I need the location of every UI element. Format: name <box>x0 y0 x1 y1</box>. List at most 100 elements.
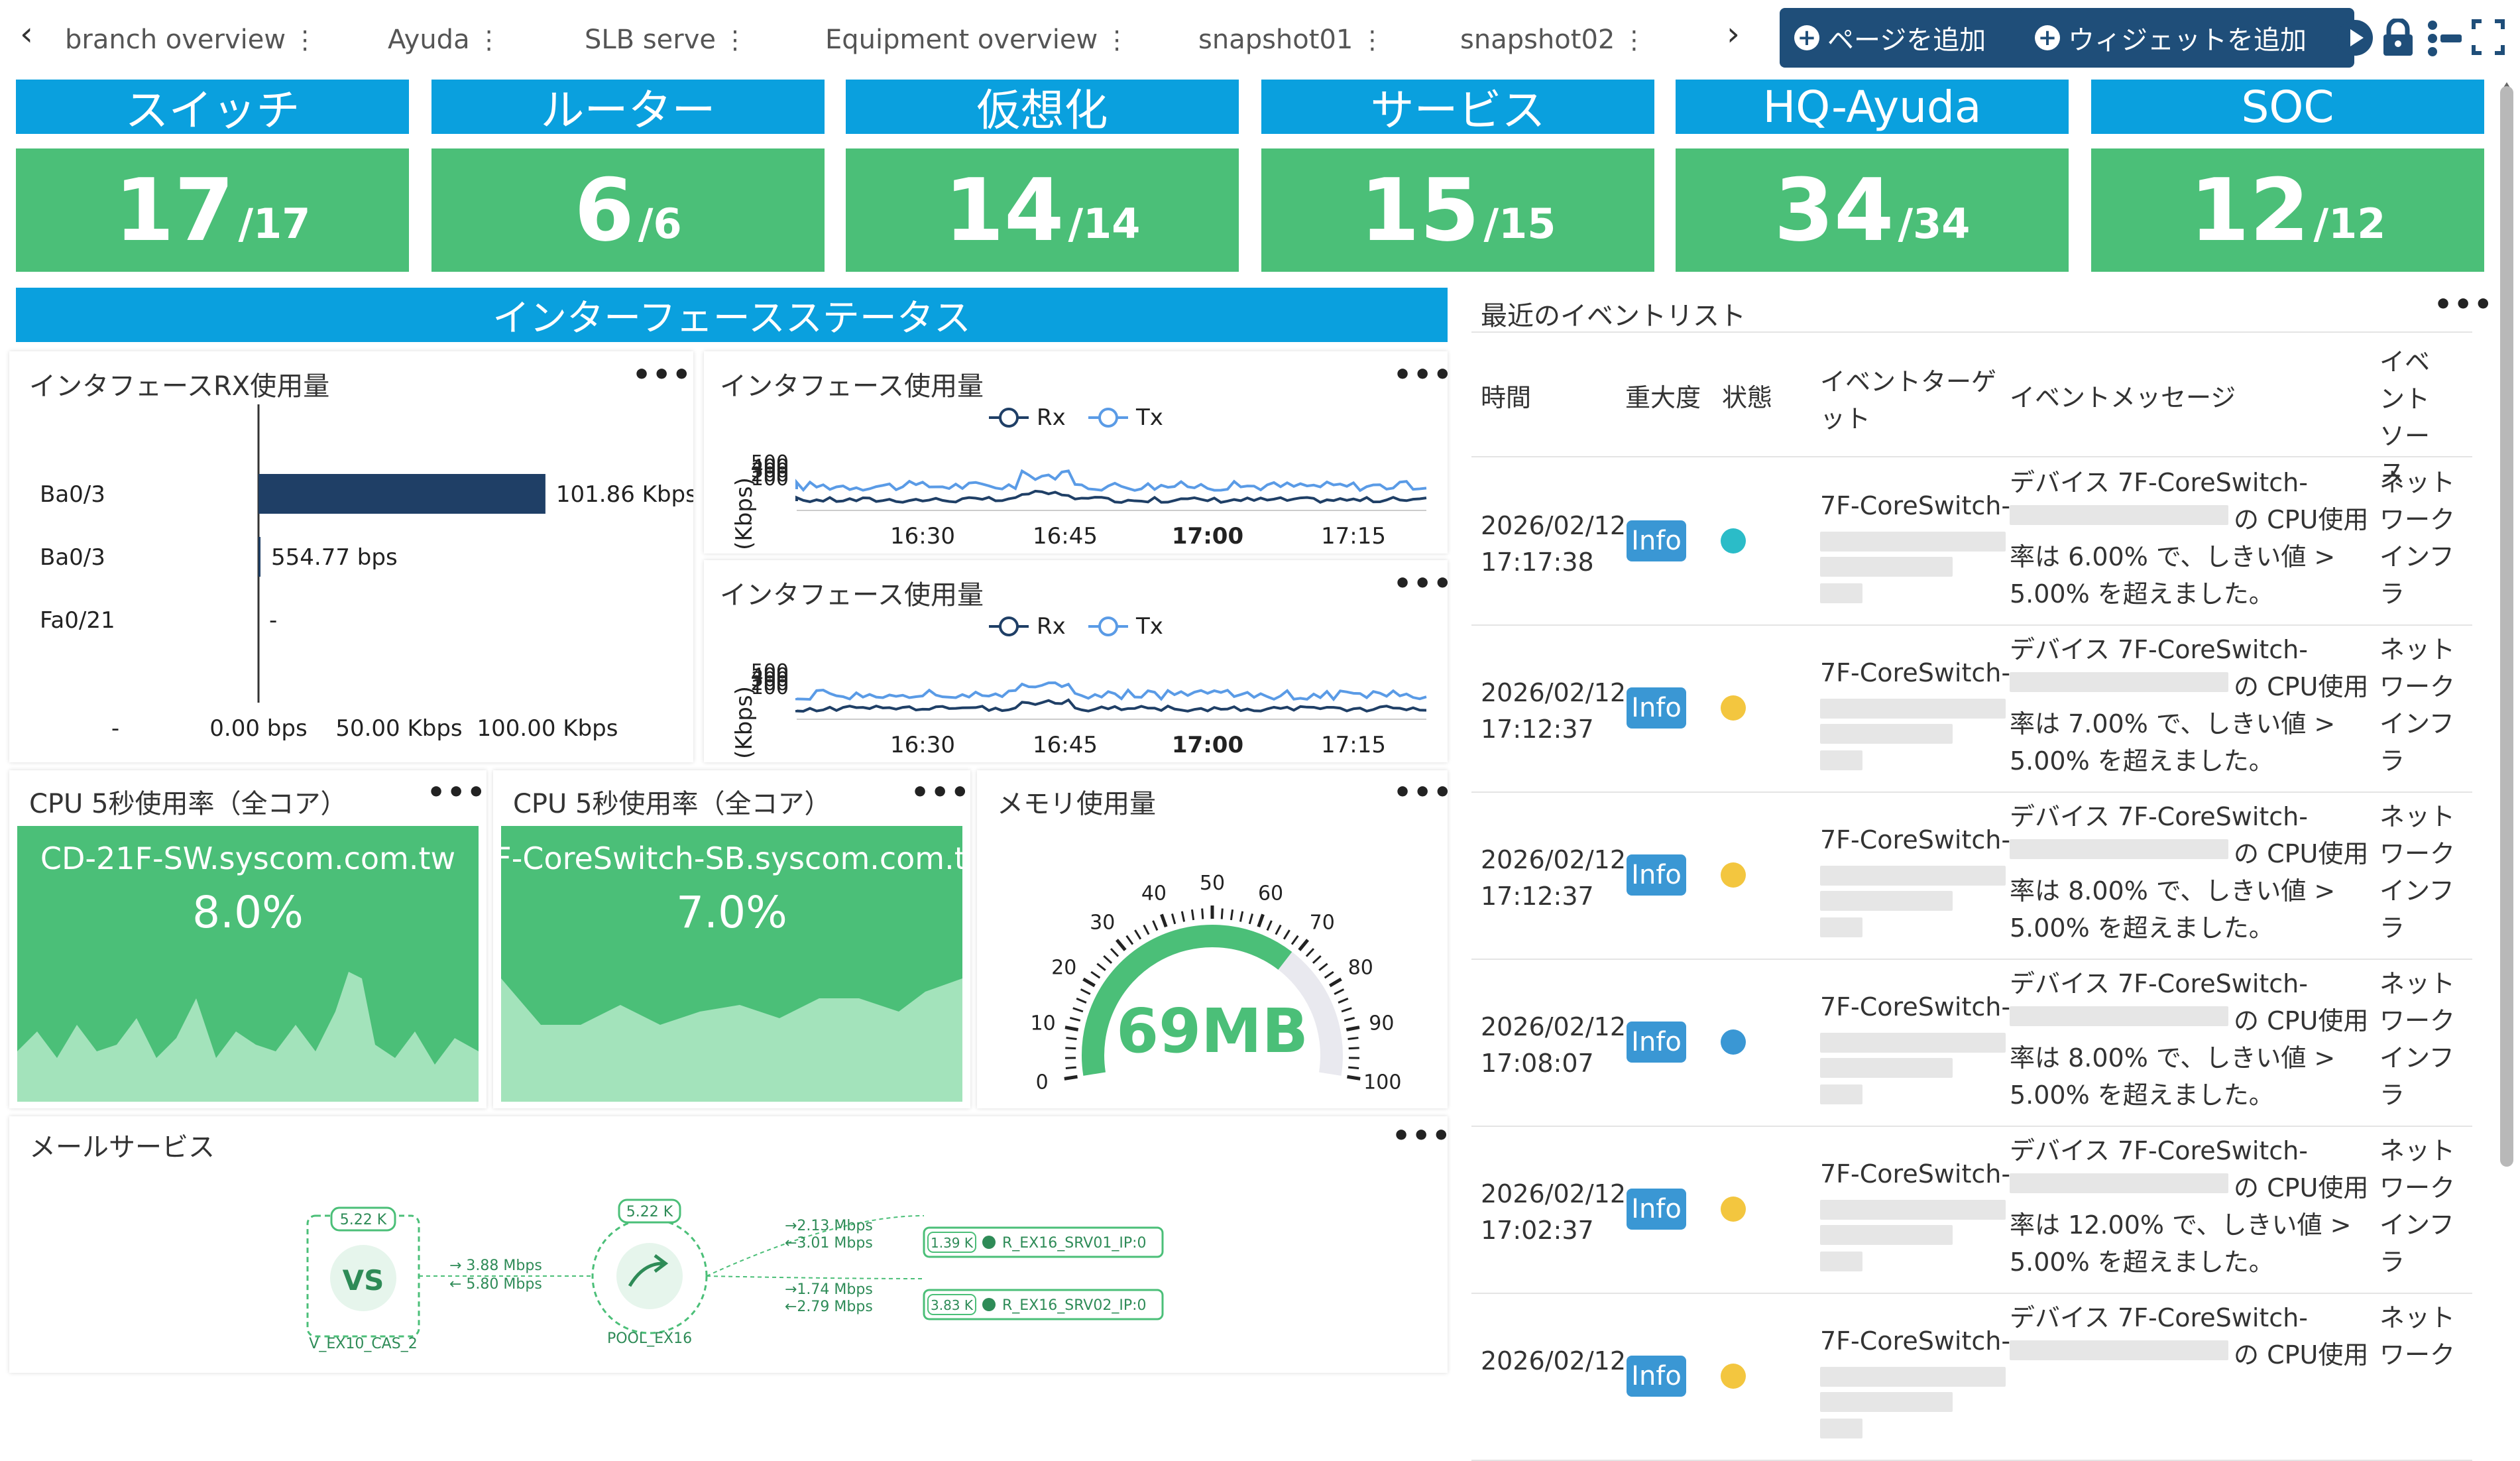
vs-icon: VS <box>343 1264 384 1297</box>
cpu-tile-2[interactable]: 7F-CoreSwitch-SB.syscom.com.tw 7.0% <box>501 826 962 1102</box>
state-indicator-icon <box>1721 1364 1746 1389</box>
kpi-value-tile[interactable]: 34/34 <box>1676 148 2069 272</box>
legend-marker[interactable] <box>1100 618 1117 635</box>
redacted-text <box>1820 1200 2006 1220</box>
redacted-text <box>1820 557 1953 577</box>
event-date: 2026/02/12 <box>1481 1008 1626 1045</box>
tab-snapshot01[interactable]: snapshot01⋮ <box>1198 20 1385 60</box>
kpi-value-tile[interactable]: 14/14 <box>846 148 1239 272</box>
add-widget-button[interactable]: +ウィジェットを追加 <box>2020 8 2354 68</box>
category-label: Fa0/21 <box>40 607 115 634</box>
cpu-tile-1[interactable]: CD-21F-SW.syscom.com.tw 8.0% <box>17 826 479 1102</box>
tx-series-line[interactable] <box>797 471 1426 491</box>
event-date: 2026/02/12 <box>1481 507 1626 544</box>
add-page-button[interactable]: +ページを追加 <box>1780 8 2034 68</box>
more-options-icon[interactable]: ••• <box>427 776 487 809</box>
pool-name: POOL_EX16 <box>607 1330 692 1347</box>
kpi-value-tile[interactable]: 17/17 <box>16 148 409 272</box>
kpi-value-tile[interactable]: 12/12 <box>2091 148 2484 272</box>
layout-icon[interactable] <box>2426 19 2464 57</box>
more-options-icon[interactable]: ••• <box>2434 288 2493 321</box>
tab-menu-icon[interactable]: ⋮ <box>722 25 748 54</box>
tabs-prev-icon[interactable]: ‹ <box>20 15 33 53</box>
legend-marker[interactable] <box>1100 409 1117 426</box>
tab-menu-icon[interactable]: ⋮ <box>1104 25 1129 54</box>
scrollbar-thumb[interactable] <box>2500 86 2513 1167</box>
kpi-value-tile[interactable]: 15/15 <box>1261 148 1654 272</box>
tab-ayuda[interactable]: Ayuda⋮ <box>388 20 502 60</box>
event-target: 7F-CoreSwitch- <box>1820 487 2010 524</box>
event-message-line: 5.00% を超えました。 <box>2010 909 2274 947</box>
pool-srv2-link <box>707 1276 924 1279</box>
more-options-icon[interactable]: ••• <box>632 358 692 392</box>
tabs-next-icon[interactable]: › <box>1727 15 1740 53</box>
gauge-tick <box>1319 964 1328 970</box>
cpu-panel-1: CPU 5秒使用率（全コア） ••• CD-21F-SW.syscom.com.… <box>9 770 487 1108</box>
event-source-line: ワーク <box>2379 668 2455 705</box>
tab-menu-icon[interactable]: ⋮ <box>477 25 502 54</box>
tx-series-line[interactable] <box>797 683 1426 699</box>
redacted-text <box>1820 699 2006 719</box>
more-options-icon[interactable]: ••• <box>911 776 970 809</box>
header-time[interactable]: 時間 <box>1481 379 1531 416</box>
tab-label: Equipment overview <box>825 25 1098 55</box>
gauge-tick <box>1135 930 1140 939</box>
cpu-value: 7.0% <box>501 887 962 938</box>
event-source-line: ラ <box>2379 909 2405 947</box>
tab-menu-icon[interactable]: ⋮ <box>292 25 317 54</box>
event-message-line: デバイス 7F-CoreSwitch- <box>2010 965 2308 1002</box>
x-tick-label: 100.00 Kbps <box>477 715 618 742</box>
event-source-line: ワーク <box>2379 835 2455 872</box>
event-target: 7F-CoreSwitch- <box>1820 988 2010 1025</box>
play-icon[interactable] <box>2336 19 2374 57</box>
gauge-tick <box>1182 911 1184 922</box>
tab-menu-icon[interactable]: ⋮ <box>1359 25 1385 54</box>
kpi-value-tile[interactable]: 6/6 <box>431 148 825 272</box>
legend-marker[interactable] <box>1000 409 1017 426</box>
header-target[interactable]: イベントターゲット <box>1820 363 2006 438</box>
header-state[interactable]: 状態 <box>1722 379 1772 416</box>
lock-icon[interactable] <box>2381 19 2415 57</box>
add-page-label: ページを追加 <box>1827 19 1986 57</box>
panel-title: 最近のイベントリスト <box>1481 294 1746 333</box>
cpu-area[interactable] <box>501 978 962 1102</box>
bar[interactable] <box>258 537 260 577</box>
event-message-line: デバイス 7F-CoreSwitch- <box>2010 464 2308 501</box>
bar[interactable] <box>258 474 545 514</box>
header-message[interactable]: イベントメッセージ <box>2010 379 2236 416</box>
kpi-total: /17 <box>238 200 310 248</box>
kpi-value: 15 <box>1360 160 1480 261</box>
fullscreen-icon[interactable] <box>2471 19 2505 57</box>
redacted-text <box>1820 1392 1953 1412</box>
event-source-line: インフ <box>2379 538 2454 575</box>
tab-slb-serve[interactable]: SLB serve⋮ <box>585 20 748 60</box>
gauge-tick <box>1104 956 1112 963</box>
tab-label: snapshot01 <box>1198 25 1353 55</box>
event-source-line: インフ <box>2379 705 2454 742</box>
tab-equipment-overview[interactable]: Equipment overview⋮ <box>825 20 1129 60</box>
tab-menu-icon[interactable]: ⋮ <box>1621 25 1646 54</box>
srv1-name: R_EX16_SRV01_IP:0 <box>1002 1235 1147 1252</box>
cpu-area[interactable] <box>17 972 479 1102</box>
kpi-title: 仮想化 <box>846 80 1239 134</box>
event-source-line: ネット <box>2379 1132 2455 1169</box>
kpi-title: SOC <box>2091 80 2484 134</box>
header-severity[interactable]: 重大度 <box>1625 379 1701 416</box>
rx-series-line[interactable] <box>797 491 1426 502</box>
gauge-tick <box>1202 909 1203 919</box>
srv2-name: R_EX16_SRV02_IP:0 <box>1002 1297 1147 1314</box>
legend-marker[interactable] <box>1000 618 1017 635</box>
tab-snapshot02[interactable]: snapshot02⋮ <box>1460 20 1646 60</box>
gauge-tick-label: 30 <box>1090 911 1115 935</box>
event-message-line: 率は 12.00% で、しきい値 > <box>2010 1206 2351 1244</box>
gauge-tick <box>1284 930 1289 939</box>
tab-branch-overview[interactable]: branch overview⋮ <box>65 20 317 60</box>
rx-series-line[interactable] <box>797 700 1426 711</box>
